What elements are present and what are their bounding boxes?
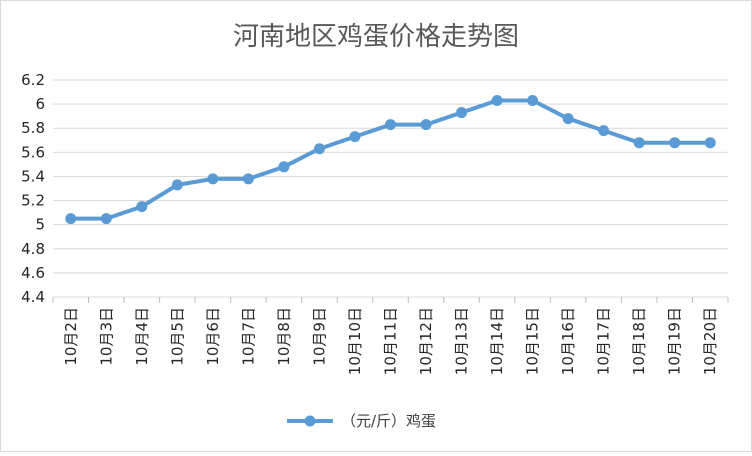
x-tick-label: 10月12日 — [417, 307, 435, 375]
data-point — [420, 119, 432, 131]
data-point — [669, 137, 681, 149]
x-tick-label: 10月14日 — [488, 307, 506, 375]
x-tick-label: 10月9日 — [310, 307, 328, 366]
data-point — [242, 173, 254, 185]
y-tick-label: 4.8 — [21, 240, 45, 258]
legend-label: （元/斤）鸡蛋 — [341, 412, 436, 430]
data-point — [313, 143, 325, 155]
data-point — [278, 161, 290, 173]
data-point — [171, 179, 183, 191]
chart-title: 河南地区鸡蛋价格走势图 — [233, 22, 519, 52]
x-tick-label: 10月11日 — [382, 307, 400, 375]
x-tick-label: 10月20日 — [701, 307, 719, 375]
x-axis-ticks: 10月2日 10月3日 10月4日 10月5日 10月6日 10月7日 10月8日 10月9日… — [62, 307, 719, 375]
data-point — [456, 107, 468, 119]
data-point — [349, 131, 361, 143]
x-tick-label: 10月17日 — [595, 307, 613, 375]
x-tick-label: 10月15日 — [524, 307, 542, 375]
y-tick-label: 5 — [35, 216, 45, 234]
legend: （元/斤）鸡蛋 — [287, 412, 436, 430]
x-tick-label: 10月19日 — [666, 307, 684, 375]
y-axis-ticks: 4.4 4.6 4.8 5 5.2 5.4 5.6 5.8 6 6.2 — [21, 71, 45, 306]
y-tick-label: 5.4 — [21, 167, 45, 185]
data-point — [491, 94, 503, 106]
gridlines — [53, 79, 728, 298]
x-tick-label: 10月10日 — [346, 307, 364, 375]
data-point — [65, 213, 77, 225]
x-tick-label: 10月13日 — [453, 307, 471, 375]
y-tick-label: 5.2 — [21, 192, 45, 210]
x-tick-label: 10月16日 — [559, 307, 577, 375]
y-tick-label: 4.4 — [21, 288, 45, 306]
x-tick-label: 10月5日 — [168, 307, 186, 366]
data-point — [633, 137, 645, 149]
y-tick-label: 6.2 — [21, 71, 45, 89]
x-tick-label: 10月3日 — [97, 307, 115, 366]
data-point — [562, 113, 574, 125]
data-point — [598, 125, 610, 137]
y-tick-label: 6 — [35, 95, 45, 113]
x-axis — [52, 297, 729, 303]
y-tick-label: 4.6 — [21, 264, 45, 282]
x-tick-label: 10月7日 — [239, 307, 257, 366]
x-tick-label: 10月4日 — [133, 307, 151, 366]
data-point — [704, 137, 716, 149]
x-tick-label: 10月8日 — [275, 307, 293, 366]
y-tick-label: 5.6 — [21, 143, 45, 161]
data-point — [527, 94, 539, 106]
data-point — [136, 201, 148, 213]
x-tick-label: 10月18日 — [630, 307, 648, 375]
data-point — [385, 119, 396, 131]
legend-marker-icon — [304, 415, 316, 427]
data-point — [100, 213, 112, 225]
data-point — [207, 173, 219, 185]
y-tick-label: 5.8 — [21, 119, 45, 137]
series-egg-price — [65, 94, 716, 225]
x-tick-label: 10月6日 — [204, 307, 222, 366]
x-tick-label: 10月2日 — [62, 307, 80, 366]
